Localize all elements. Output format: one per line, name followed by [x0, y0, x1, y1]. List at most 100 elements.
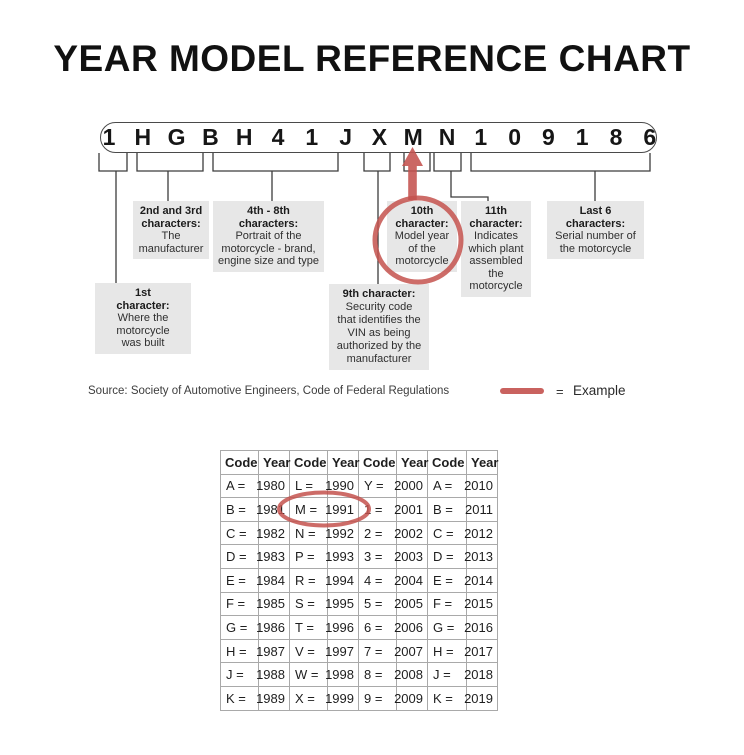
callout-body: The manufacturer [138, 230, 204, 255]
code-cell: M = [290, 498, 328, 522]
vin-char: 1 [305, 124, 319, 150]
callout-title: 2nd and 3rd characters: [139, 205, 203, 230]
code-cell: 6 = [359, 616, 397, 640]
callout-title: 9th character: [342, 288, 416, 300]
code-cell: K = [428, 686, 467, 711]
code-cell: E = [221, 568, 259, 593]
vin-char: 9 [541, 124, 555, 150]
year-cell: 1989 [256, 686, 290, 711]
vin-char: 8 [609, 124, 623, 150]
year-cell: 2001 [394, 498, 428, 522]
drop-line-char11 [450, 171, 489, 202]
code-cell: F = [221, 592, 259, 617]
code-cell: N = [290, 521, 328, 546]
year-cell: 2002 [394, 521, 428, 546]
code-cell: A = [221, 474, 259, 499]
code-cell: J = [221, 663, 259, 687]
vin-char: N [438, 124, 456, 150]
table-header-cell: Code [290, 451, 328, 475]
year-cell: 2018 [464, 663, 498, 687]
callout-4th-8th-characters: 4th - 8th characters: Portrait of the mo… [213, 201, 324, 272]
year-cell: 1988 [256, 663, 290, 687]
year-cell: 2015 [464, 592, 498, 617]
code-cell: W = [290, 663, 328, 687]
code-cell: S = [290, 592, 328, 617]
year-cell: 1991 [325, 498, 359, 522]
bracket-char10 [403, 153, 431, 172]
vin-char: J [339, 124, 352, 150]
year-cell: 1990 [325, 474, 359, 499]
year-cell: 1996 [325, 616, 359, 640]
code-cell: 3 = [359, 545, 397, 569]
year-code-table: Code Year Code Year Code Year Code Year A = 1980 L… [220, 450, 498, 711]
year-cell: 2003 [394, 545, 428, 569]
year-cell: 1993 [325, 545, 359, 569]
callout-1st-character: 1st character: Where the motorcycle was … [95, 283, 191, 354]
code-cell: 8 = [359, 663, 397, 687]
year-cell: 1980 [256, 474, 290, 499]
code-cell: C = [221, 521, 259, 546]
code-cell: F = [428, 592, 467, 617]
callout-title: 4th - 8th characters: [238, 205, 299, 230]
callout-2nd-3rd-characters: 2nd and 3rd characters: The manufacturer [133, 201, 209, 259]
table-header-cell: Year [467, 451, 498, 475]
source-text: Source: Society of Automotive Engineers,… [88, 385, 450, 397]
vin-char: H [235, 124, 253, 150]
code-cell: P = [290, 545, 328, 569]
page-title: YEAR MODEL REFERENCE CHART [53, 38, 691, 79]
vin-char: 1 [474, 124, 488, 150]
code-cell: D = [221, 545, 259, 569]
vin-char: 1 [575, 124, 589, 150]
year-cell: 1992 [325, 521, 359, 546]
code-cell: T = [290, 616, 328, 640]
year-cell: 2016 [464, 616, 498, 640]
year-cell: 2019 [464, 686, 498, 711]
callout-title: 1st character: [116, 287, 170, 312]
year-cell: 2014 [464, 568, 498, 593]
bracket-last6 [470, 153, 651, 172]
year-cell: 2007 [394, 639, 428, 664]
callout-10th-character: 10th character: Model year of the motorc… [387, 201, 457, 272]
year-cell: 1997 [325, 639, 359, 664]
year-cell: 2000 [394, 474, 428, 499]
table-header-cell: Year [328, 451, 359, 475]
vin-char: 4 [271, 124, 285, 150]
vin-char: M [403, 124, 423, 150]
code-cell: 7 = [359, 639, 397, 664]
code-cell: A = [428, 474, 467, 499]
callout-last6-characters: Last 6 characters: Serial number of the … [547, 201, 644, 259]
bracket-char11 [433, 153, 462, 172]
callout-title: 10th character: [395, 205, 449, 230]
year-cell: 2005 [394, 592, 428, 617]
vin-char: 6 [643, 124, 657, 150]
callout-9th-character: 9th character: Security code that identi… [329, 284, 429, 370]
code-cell: R = [290, 568, 328, 593]
code-cell: X = [290, 686, 328, 711]
bracket-char9 [363, 153, 391, 172]
year-cell: 2004 [394, 568, 428, 593]
code-cell: B = [221, 498, 259, 522]
table-header-cell: Code [428, 451, 467, 475]
vin-char: H [134, 124, 152, 150]
year-cell: 1984 [256, 568, 290, 593]
code-cell: G = [428, 616, 467, 640]
code-cell: H = [221, 639, 259, 664]
year-cell: 2017 [464, 639, 498, 664]
year-cell: 2009 [394, 686, 428, 711]
year-cell: 1998 [325, 663, 359, 687]
table-header-cell: Code [359, 451, 397, 475]
code-cell: 2 = [359, 521, 397, 546]
legend-example-label: Example [573, 383, 626, 398]
code-cell: G = [221, 616, 259, 640]
code-cell: 1 = [359, 498, 397, 522]
code-cell: L = [290, 474, 328, 499]
code-cell: E = [428, 568, 467, 593]
year-cell: 1986 [256, 616, 290, 640]
code-cell: 5 = [359, 592, 397, 617]
callout-body: Portrait of the motorcycle - brand, engi… [218, 230, 319, 267]
table-header-cell: Year [259, 451, 290, 475]
code-cell: 4 = [359, 568, 397, 593]
year-cell: 1994 [325, 568, 359, 593]
year-cell: 1982 [256, 521, 290, 546]
